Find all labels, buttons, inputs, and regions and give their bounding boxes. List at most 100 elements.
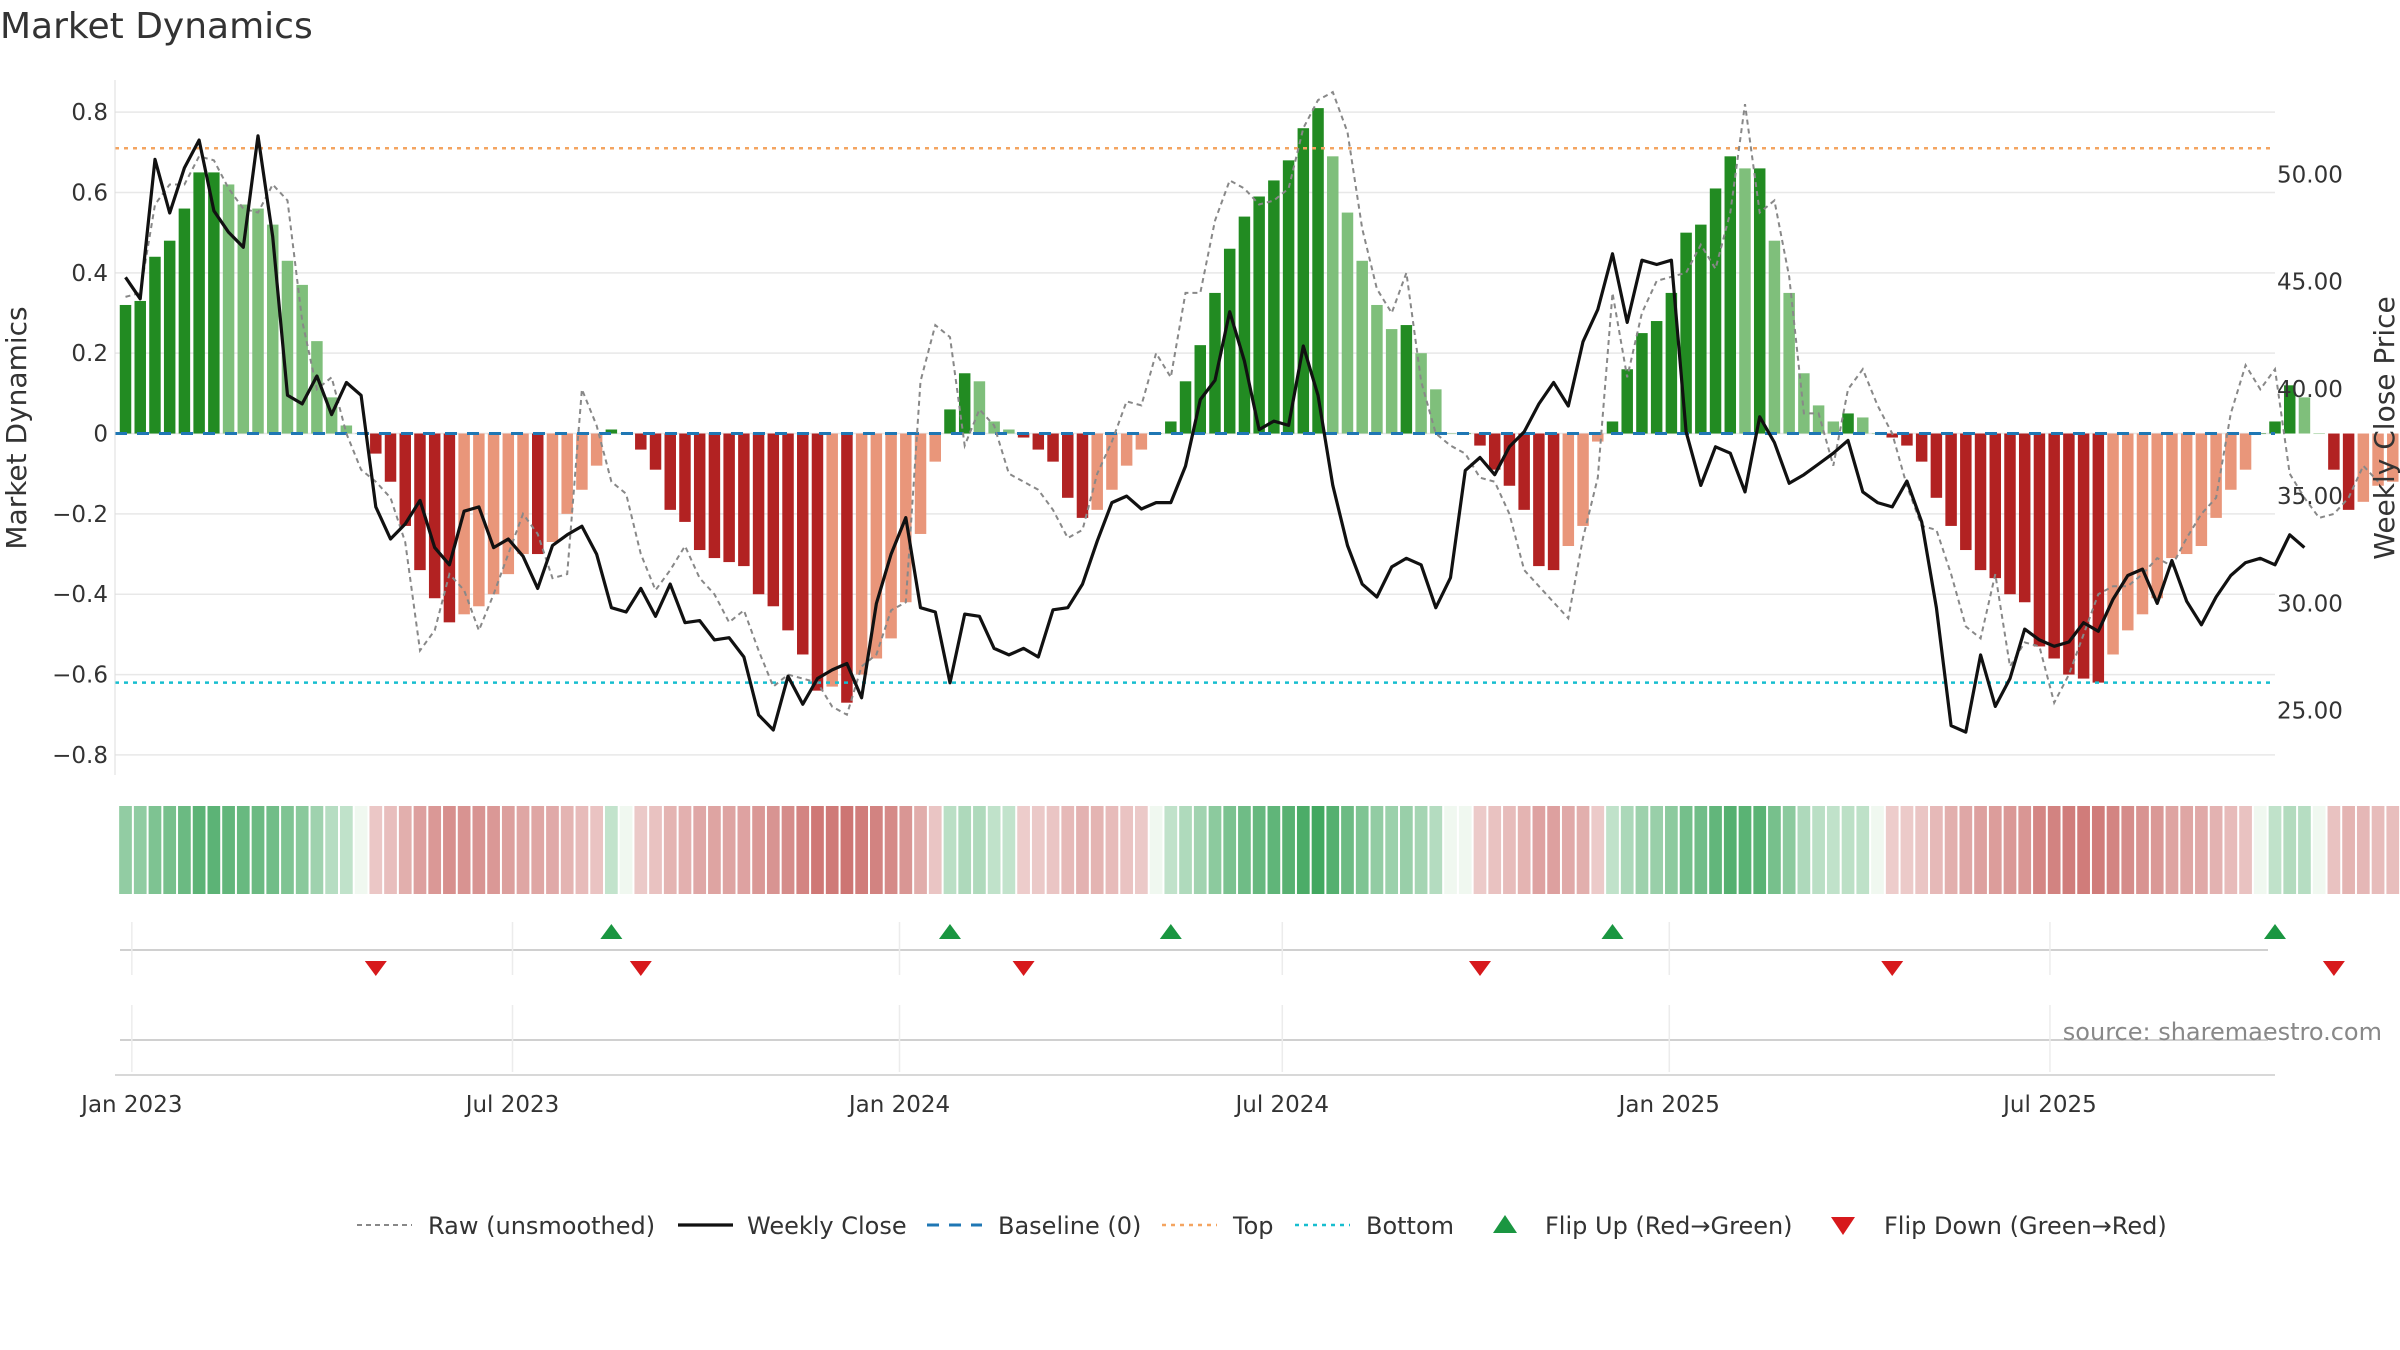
bar xyxy=(1385,329,1398,434)
bar xyxy=(2195,433,2208,547)
bar xyxy=(1665,292,1678,434)
regime-cell xyxy=(1738,806,1752,894)
bar xyxy=(679,433,691,522)
regime-cell xyxy=(1341,806,1354,894)
bar xyxy=(1371,304,1383,434)
regime-cell xyxy=(870,806,883,894)
bar xyxy=(561,433,573,514)
bar xyxy=(163,240,176,434)
y2-tick-label: 40.00 xyxy=(2277,377,2343,403)
bar xyxy=(1415,353,1427,434)
regime-cell xyxy=(1797,806,1811,894)
bar xyxy=(2092,433,2105,683)
bar xyxy=(1032,433,1045,450)
regime-cell xyxy=(1723,806,1737,894)
flip-up-marker xyxy=(2264,924,2286,939)
regime-cell xyxy=(2195,806,2208,894)
regime-cell xyxy=(1061,806,1075,894)
regime-cell xyxy=(1135,806,1148,894)
regime-cell xyxy=(781,806,795,894)
regime-cell xyxy=(2356,806,2370,894)
regime-cell xyxy=(2106,806,2120,894)
regime-cell xyxy=(1503,806,1516,894)
y-tick-label: 0.6 xyxy=(71,180,108,206)
bar xyxy=(1400,325,1413,434)
regime-cell xyxy=(1782,806,1796,894)
regime-cell xyxy=(2371,806,2385,894)
bar xyxy=(1488,433,1501,470)
bar xyxy=(1238,216,1251,434)
bar xyxy=(1282,160,1295,434)
flip-down-marker xyxy=(1012,961,1035,976)
regime-cell xyxy=(825,806,839,894)
regime-cell xyxy=(516,806,530,894)
bar xyxy=(1533,433,1545,567)
bar xyxy=(2063,433,2075,675)
bar xyxy=(855,433,868,675)
bar xyxy=(370,433,382,454)
regime-cell xyxy=(325,806,338,894)
bar xyxy=(576,433,588,490)
regime-cell xyxy=(2047,806,2061,894)
bar xyxy=(1812,405,1825,434)
regime-cell xyxy=(958,806,972,894)
regime-cell xyxy=(281,806,294,894)
bar-series xyxy=(119,108,2399,703)
bar xyxy=(399,433,411,526)
bar xyxy=(1430,389,1442,434)
bar xyxy=(119,304,132,434)
bar xyxy=(2180,433,2193,555)
bar xyxy=(178,208,191,434)
bar xyxy=(1312,108,1324,434)
regime-cell xyxy=(1856,806,1870,894)
line-series xyxy=(115,90,2379,734)
legend-flip-down-swatch xyxy=(1831,1217,1855,1235)
bar xyxy=(384,433,397,482)
bar xyxy=(1547,433,1560,571)
lower-panel xyxy=(115,1039,2275,1076)
y2-tick-label: 35.00 xyxy=(2277,484,2343,510)
regime-strip xyxy=(119,806,2400,894)
regime-cell xyxy=(546,806,559,894)
flip-up-marker xyxy=(600,924,623,939)
bar xyxy=(487,433,500,595)
bar xyxy=(1930,433,1943,498)
regime-cell xyxy=(192,806,206,894)
regime-cell xyxy=(1944,806,1958,894)
regime-cell xyxy=(251,806,265,894)
flip-down-marker xyxy=(364,961,387,976)
bar xyxy=(1062,433,1074,498)
regime-cell xyxy=(1370,806,1384,894)
regime-cell xyxy=(119,806,132,894)
regime-cell xyxy=(2091,806,2105,894)
regime-cell xyxy=(295,806,309,894)
regime-cell xyxy=(1385,806,1399,894)
bar xyxy=(929,433,941,462)
regime-cell xyxy=(973,806,986,894)
bar xyxy=(738,433,750,567)
bar xyxy=(1680,232,1692,434)
regime-cell xyxy=(619,806,633,894)
bar xyxy=(237,204,250,434)
regime-cell xyxy=(457,806,471,894)
bar xyxy=(2210,433,2222,518)
bar xyxy=(252,208,264,434)
regime-cell xyxy=(1665,806,1678,894)
regime-cell xyxy=(2239,806,2252,894)
regime-cell xyxy=(1871,806,1884,894)
flip-down-marker xyxy=(1468,961,1491,976)
bar xyxy=(1798,373,1810,434)
bar xyxy=(664,433,676,510)
regime-cell xyxy=(472,806,486,894)
regime-cell xyxy=(1576,806,1590,894)
bar xyxy=(1621,369,1633,434)
bar xyxy=(885,433,897,639)
regime-cell xyxy=(2003,806,2017,894)
regime-cell xyxy=(2077,806,2090,894)
bar xyxy=(2107,433,2119,655)
regime-cell xyxy=(1267,806,1281,894)
bar xyxy=(693,433,706,551)
bar xyxy=(1165,421,1177,434)
regime-cell xyxy=(1120,806,1134,894)
